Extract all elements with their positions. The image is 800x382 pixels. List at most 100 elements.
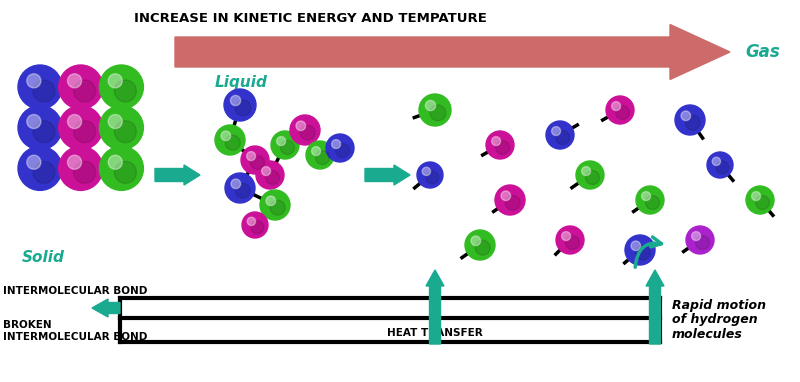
Circle shape <box>266 170 279 185</box>
Circle shape <box>691 231 701 241</box>
Circle shape <box>332 139 341 149</box>
Circle shape <box>58 146 102 190</box>
Circle shape <box>250 155 265 170</box>
Text: HEAT TRANSFER: HEAT TRANSFER <box>387 328 483 338</box>
Circle shape <box>27 155 41 169</box>
Circle shape <box>18 106 62 150</box>
Text: INTERMOLECULAR BOND: INTERMOLECULAR BOND <box>3 286 147 296</box>
Circle shape <box>215 125 245 155</box>
Circle shape <box>27 74 41 88</box>
Circle shape <box>712 157 721 165</box>
Circle shape <box>67 155 82 169</box>
Circle shape <box>58 106 102 150</box>
Circle shape <box>755 196 770 209</box>
Circle shape <box>606 96 634 124</box>
Circle shape <box>114 121 136 142</box>
Circle shape <box>260 190 290 220</box>
Circle shape <box>586 170 599 185</box>
FancyArrow shape <box>155 165 200 185</box>
Circle shape <box>631 241 641 251</box>
Circle shape <box>277 137 286 146</box>
Circle shape <box>18 146 62 190</box>
Circle shape <box>501 191 510 201</box>
Circle shape <box>296 121 306 131</box>
Circle shape <box>417 162 443 188</box>
Circle shape <box>235 183 250 198</box>
Circle shape <box>262 167 270 176</box>
Circle shape <box>636 186 664 214</box>
Circle shape <box>551 126 561 136</box>
Circle shape <box>247 217 255 225</box>
Circle shape <box>114 161 136 183</box>
Circle shape <box>430 105 446 121</box>
Circle shape <box>74 121 96 142</box>
Circle shape <box>422 167 430 175</box>
Circle shape <box>224 89 256 121</box>
Text: INCREASE IN KINETIC ENERGY AND TEMPATURE: INCREASE IN KINETIC ENERGY AND TEMPATURE <box>134 12 486 25</box>
Circle shape <box>495 185 525 215</box>
Circle shape <box>271 131 299 159</box>
Circle shape <box>491 137 501 146</box>
Circle shape <box>58 65 102 109</box>
Circle shape <box>241 146 269 174</box>
Circle shape <box>74 161 96 183</box>
Circle shape <box>681 111 690 121</box>
FancyArrow shape <box>175 24 730 79</box>
Circle shape <box>27 115 41 129</box>
Circle shape <box>426 100 436 111</box>
Text: Solid: Solid <box>22 251 65 265</box>
Circle shape <box>471 236 481 246</box>
Circle shape <box>306 141 334 169</box>
Circle shape <box>33 161 55 183</box>
Circle shape <box>231 179 241 189</box>
Circle shape <box>108 155 122 169</box>
Circle shape <box>642 192 650 201</box>
Circle shape <box>221 131 230 141</box>
Circle shape <box>635 245 650 260</box>
Circle shape <box>716 161 729 174</box>
Circle shape <box>33 80 55 102</box>
FancyArrow shape <box>646 270 664 344</box>
Circle shape <box>226 135 240 150</box>
Circle shape <box>646 196 659 209</box>
Circle shape <box>685 115 700 130</box>
Circle shape <box>335 144 350 157</box>
Circle shape <box>695 236 710 249</box>
Circle shape <box>686 226 714 254</box>
Circle shape <box>546 121 574 149</box>
Circle shape <box>625 235 655 265</box>
Circle shape <box>225 173 255 203</box>
Circle shape <box>67 74 82 88</box>
Text: Rapid motion
of hydrogen
molecules: Rapid motion of hydrogen molecules <box>672 298 766 342</box>
Circle shape <box>114 80 136 102</box>
Circle shape <box>266 196 276 206</box>
Circle shape <box>99 65 143 109</box>
Circle shape <box>99 106 143 150</box>
Circle shape <box>108 115 122 129</box>
Circle shape <box>615 105 630 120</box>
Circle shape <box>246 152 255 160</box>
Circle shape <box>465 230 495 260</box>
Circle shape <box>67 115 82 129</box>
Circle shape <box>256 161 284 189</box>
Circle shape <box>315 151 330 165</box>
Circle shape <box>281 141 294 155</box>
Circle shape <box>251 221 264 234</box>
Circle shape <box>312 147 321 155</box>
Circle shape <box>506 195 520 210</box>
Circle shape <box>108 74 122 88</box>
Circle shape <box>707 152 733 178</box>
Circle shape <box>99 146 143 190</box>
Circle shape <box>562 231 570 241</box>
Circle shape <box>326 134 354 162</box>
FancyArrow shape <box>426 270 444 344</box>
Circle shape <box>419 94 451 126</box>
Circle shape <box>582 167 590 176</box>
Circle shape <box>746 186 774 214</box>
Circle shape <box>18 65 62 109</box>
Circle shape <box>475 240 490 255</box>
Circle shape <box>486 131 514 159</box>
Text: Gas: Gas <box>745 43 780 61</box>
Text: Liquid: Liquid <box>215 74 268 89</box>
Circle shape <box>242 212 268 238</box>
